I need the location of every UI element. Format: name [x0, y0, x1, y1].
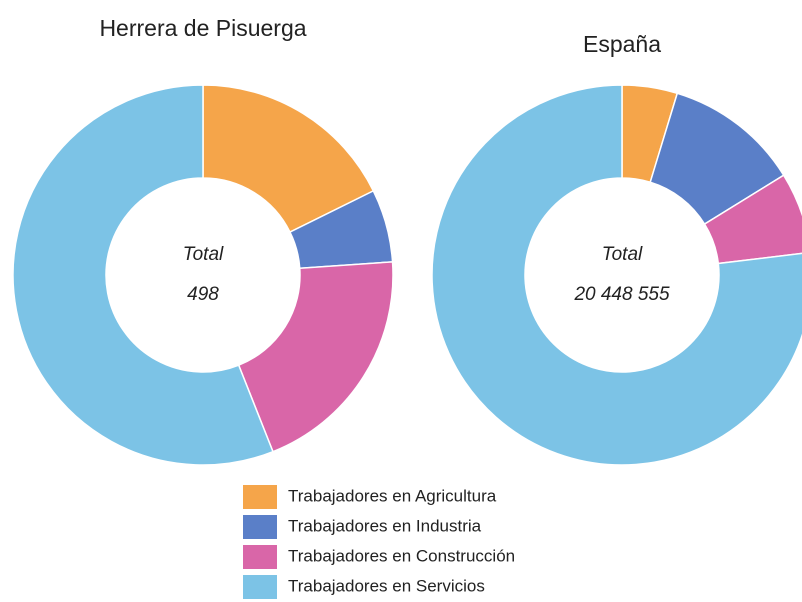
legend-label: Trabajadores en Industria [288, 516, 482, 535]
donut-segment [703, 174, 802, 265]
legend-swatch [243, 485, 277, 509]
legend-label: Trabajadores en Agricultura [288, 486, 497, 505]
legend-swatch [243, 545, 277, 569]
chart-title: Herrera de Pisuerga [99, 15, 306, 41]
donut-segment [202, 84, 375, 234]
center-total: 498 [187, 284, 219, 305]
donut-segment [431, 84, 802, 466]
legend-swatch [243, 575, 277, 599]
chart-title: España [583, 31, 661, 57]
center-label: Total [602, 244, 643, 265]
legend-label: Trabajadores en Construcción [288, 546, 515, 565]
center-total: 20 448 555 [573, 284, 670, 305]
donut-segment [237, 261, 394, 453]
legend-label: Trabajadores en Servicios [288, 576, 485, 595]
donut-segment [12, 84, 274, 466]
center-label: Total [183, 244, 224, 265]
legend-swatch [243, 515, 277, 539]
